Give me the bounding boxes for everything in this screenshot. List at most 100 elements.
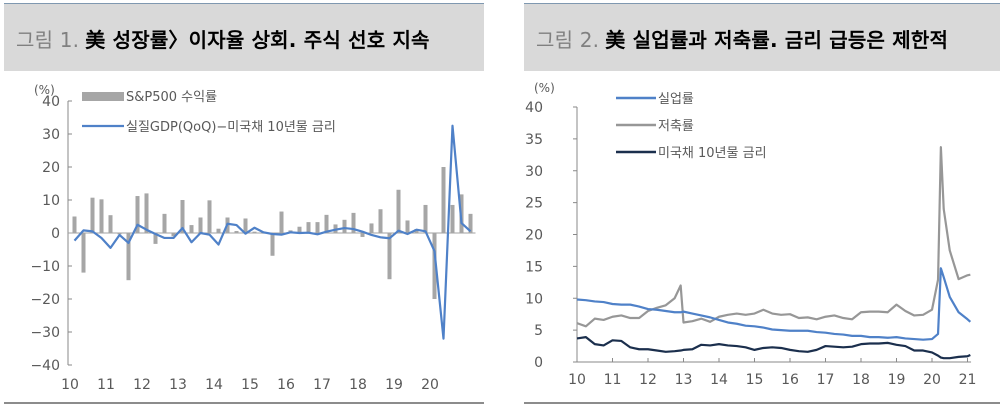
figure-1-title-text: 美 성장률〉이자율 상회. 주식 선호 지속 [85,28,430,52]
line-series-saving-rate [576,146,971,328]
bar [72,216,77,233]
x-tick-label: 15 [241,377,259,393]
y-tick-label: 5 [534,323,543,339]
y-tick-label: −10 [30,259,60,275]
y-tick-label: 0 [51,226,60,242]
legend-label: 실업률 [658,92,694,107]
bar [270,233,275,256]
bar [351,212,356,233]
legend-label-sp500: S&P500 수익률 [126,90,217,105]
bar [234,231,239,233]
y-tick-label: 20 [525,228,543,244]
bar [297,226,302,233]
y-axis: 40 30 20 10 0 −10 −20 −30 −40 [30,94,72,374]
bar [171,233,176,237]
figure-1-chart: 40 30 20 10 0 −10 −20 −30 −40 (%) 10 11 12 13 14 15 16 17… [30,83,476,393]
x-tick-label: 19 [385,377,403,393]
figure-2-bottom-rule [524,402,1000,404]
y-tick-label: −30 [30,325,60,341]
line-series-10y-yield [576,336,971,360]
bar [324,214,329,233]
bar [405,220,410,233]
x-axis: 10 11 12 13 14 15 16 17 18 19 20 [61,377,439,393]
y-tick-label: 40 [42,94,60,110]
bar [387,233,392,280]
y-tick-label: −20 [30,292,60,308]
x-tick-label: 14 [205,377,223,393]
bar [468,213,473,233]
x-tick-label: 16 [781,372,799,388]
figure-1-number: 그림 1. [16,28,80,52]
y-tick-label: 15 [525,259,543,275]
bar [117,233,122,235]
figure-1-header: 그림 1. 美 성장률〉이자율 상회. 주식 선호 지속 [4,3,484,71]
x-tick-label: 11 [97,377,115,393]
bar [99,199,104,233]
figure-2-header: 그림 2. 美 실업률과 저축률. 금리 급등은 제한적 [524,3,1000,71]
y-tick-label: 40 [525,100,543,116]
figure-2-title: 그림 2. 美 실업률과 저축률. 금리 급등은 제한적 [536,24,948,53]
bar [207,200,212,233]
x-tick-label: 20 [421,377,439,393]
x-tick-label: 18 [852,372,870,388]
x-tick-label: 14 [710,372,728,388]
x-tick-label: 19 [888,372,906,388]
y-tick-label: 20 [42,160,60,176]
line-series-unemployment [576,267,972,341]
x-tick-label: 15 [746,372,764,388]
figure-2-number: 그림 2. [536,28,600,52]
bar [342,219,347,233]
bar [279,211,284,233]
bar [144,193,149,233]
y-unit-label: (%) [534,81,555,95]
y-tick-label: 30 [42,127,60,143]
x-tick-label: 12 [133,377,151,393]
bar [108,215,113,233]
bar [414,229,419,233]
figure-2-chart: 40 35 30 25 20 15 10 5 0 (%) 10 11 12 13 14 15 16 17 18 19 2… [525,81,977,388]
y-tick-label: 10 [42,193,60,209]
figure-2-title-text: 美 실업률과 저축률. 금리 급등은 제한적 [605,28,949,52]
x-tick-label: 13 [675,372,693,388]
legend-swatch-bar [82,92,124,101]
x-tick-label: 11 [604,372,622,388]
legend-label: 미국채 10년물 금리 [658,146,767,161]
x-tick-label: 18 [349,377,367,393]
bar [315,222,320,233]
bar [360,233,365,237]
legend-label-gdp: 실질GDP(QoQ)−미국채 10년물 금리 [126,120,336,135]
figure-2-panel: 그림 2. 美 실업률과 저축률. 금리 급등은 제한적 40 35 30 25 20 15… [524,0,1000,408]
y-tick-label: 25 [525,196,543,212]
bar [135,196,140,233]
y-tick-label: 35 [525,132,543,148]
x-tick-label: 13 [169,377,187,393]
bar [216,228,221,233]
y-tick-label: 0 [534,355,543,371]
bar [306,222,311,233]
bar [441,167,446,233]
bar [90,197,95,233]
x-tick-label: 20 [923,372,941,388]
bar [432,233,437,299]
bar [81,233,86,273]
x-tick-label: 21 [959,372,977,388]
y-tick-label: 30 [525,164,543,180]
bar [180,200,185,233]
bar [126,233,131,281]
y-tick-label: 10 [525,291,543,307]
x-tick-label: 17 [817,372,835,388]
figure-1-bottom-rule [4,402,484,404]
x-tick-label: 10 [568,372,586,388]
bar [189,225,194,233]
legend-label: 저축률 [658,119,694,134]
figure-1-panel: 그림 1. 美 성장률〉이자율 상회. 주식 선호 지속 40 30 20 10 0 −10… [4,0,484,408]
x-tick-label: 10 [61,377,79,393]
y-tick-label: −40 [30,358,60,374]
bar [369,223,374,233]
x-tick-label: 12 [639,372,657,388]
y-unit-label: (%) [34,83,55,97]
bar [396,189,401,233]
bar [198,217,203,233]
